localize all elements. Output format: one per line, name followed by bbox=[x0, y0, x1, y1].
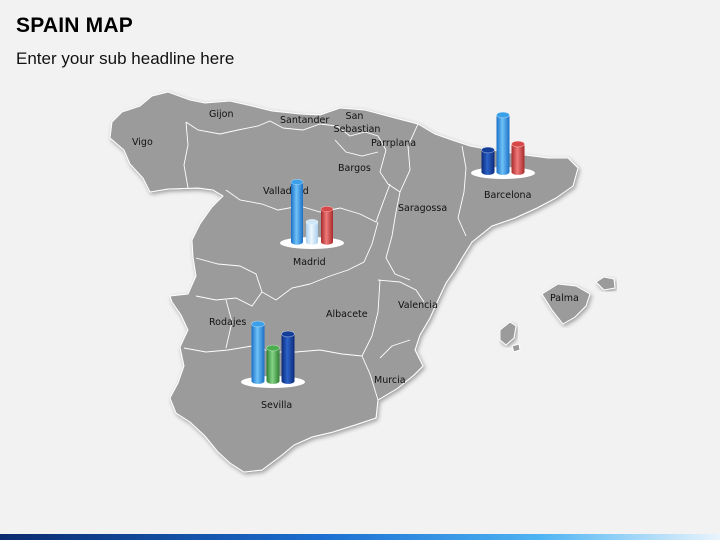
city-label-palma: Palma bbox=[550, 293, 579, 304]
bar-madrid-2 bbox=[305, 219, 319, 245]
bar-top bbox=[305, 219, 319, 226]
bar-body bbox=[481, 150, 495, 175]
city-label-albacete: Albacete bbox=[326, 309, 368, 320]
bar-group-sevilla bbox=[241, 320, 305, 388]
bar-body bbox=[281, 334, 295, 384]
city-label-madrid: Madrid bbox=[293, 257, 326, 268]
bar-body bbox=[496, 115, 510, 175]
city-label-san-sebastian-line2: Sebastian bbox=[334, 124, 381, 135]
region-borders bbox=[183, 120, 467, 401]
city-label-parrplana: Parrplana bbox=[371, 138, 416, 149]
island-menorca bbox=[595, 276, 616, 291]
city-label-vigo: Vigo bbox=[132, 137, 153, 148]
bar-body bbox=[321, 209, 333, 245]
bar-sevilla-1 bbox=[251, 320, 265, 384]
bar-top bbox=[496, 111, 510, 119]
island-ibiza bbox=[499, 321, 517, 346]
bar-body bbox=[266, 348, 280, 384]
city-label-valencia: Valencia bbox=[398, 300, 438, 311]
city-label-barcelona: Barcelona bbox=[484, 190, 531, 201]
island-formentera bbox=[511, 343, 521, 353]
city-label-gijon: Gijon bbox=[209, 109, 233, 120]
bar-body bbox=[306, 222, 318, 245]
page-title: SPAIN MAP bbox=[16, 14, 133, 37]
bar-sevilla-3 bbox=[281, 330, 295, 384]
bar-body bbox=[511, 144, 525, 175]
bar-barcelona-3 bbox=[511, 140, 525, 175]
bar-top bbox=[281, 330, 295, 338]
city-label-santander: Santander bbox=[280, 115, 329, 126]
bar-top bbox=[290, 179, 304, 186]
bar-top bbox=[481, 146, 495, 154]
bar-madrid-3 bbox=[320, 206, 334, 245]
bar-group-madrid bbox=[280, 179, 344, 249]
city-label-san-sebastian-line1: San bbox=[346, 111, 364, 122]
city-label-san-sebastian: San Sebastian bbox=[334, 111, 381, 135]
city-label-saragossa: Saragossa bbox=[398, 203, 447, 214]
bar-barcelona-1 bbox=[481, 146, 495, 175]
city-label-valladolid: Valladolid bbox=[263, 186, 309, 197]
bar-sevilla-2 bbox=[266, 344, 280, 384]
bar-top bbox=[320, 206, 334, 213]
bar-body bbox=[291, 182, 303, 245]
bar-barcelona-2 bbox=[496, 111, 510, 175]
city-label-rodajes: Rodajes bbox=[209, 317, 246, 328]
bar-group-barcelona bbox=[471, 111, 535, 179]
city-label-murcia: Murcia bbox=[374, 375, 406, 386]
mainland-spain bbox=[109, 91, 579, 473]
city-label-bargos: Bargos bbox=[338, 163, 371, 174]
bar-top bbox=[511, 140, 525, 148]
footer-accent-bar bbox=[0, 534, 720, 540]
city-label-sevilla: Sevilla bbox=[261, 400, 292, 411]
bar-top bbox=[266, 344, 280, 352]
bar-madrid-1 bbox=[290, 179, 304, 245]
page-subtitle: Enter your sub headline here bbox=[16, 49, 235, 68]
island-mallorca bbox=[541, 283, 591, 325]
city-labels: Gijon Santander San Sebastian Vigo Parrp… bbox=[132, 109, 579, 411]
bar-top bbox=[251, 320, 265, 328]
bar-body bbox=[251, 324, 265, 384]
